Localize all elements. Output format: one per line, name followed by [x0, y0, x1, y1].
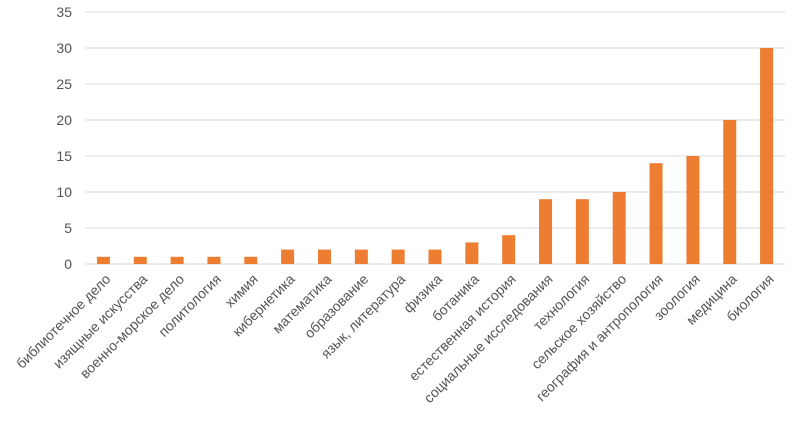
y-tick-label: 30	[56, 40, 72, 56]
gridlines	[85, 11, 785, 265]
y-axis-tick-labels: 0 5 10 15 20 25 30 35	[56, 4, 72, 272]
y-tick-label: 20	[56, 112, 72, 128]
bar	[612, 192, 626, 264]
y-tick-label: 35	[56, 4, 72, 20]
y-tick-label: 0	[64, 256, 72, 272]
bar	[502, 235, 516, 264]
bar	[133, 256, 147, 264]
y-tick-label: 15	[56, 148, 72, 164]
bar	[207, 256, 221, 264]
y-tick-label: 10	[56, 184, 72, 200]
bar	[575, 199, 589, 264]
bar	[649, 163, 663, 264]
bar	[539, 199, 553, 264]
bar	[170, 256, 184, 264]
bar	[428, 249, 442, 264]
bar	[686, 156, 700, 264]
bar	[96, 256, 110, 264]
bar	[317, 249, 331, 264]
bar	[244, 256, 258, 264]
y-tick-label: 5	[64, 220, 72, 236]
bar	[281, 249, 295, 264]
bar	[391, 249, 405, 264]
bars	[96, 48, 774, 264]
bar	[465, 242, 479, 264]
bar	[354, 249, 368, 264]
y-tick-label: 25	[56, 76, 72, 92]
bar	[723, 120, 737, 264]
bar	[760, 48, 774, 264]
